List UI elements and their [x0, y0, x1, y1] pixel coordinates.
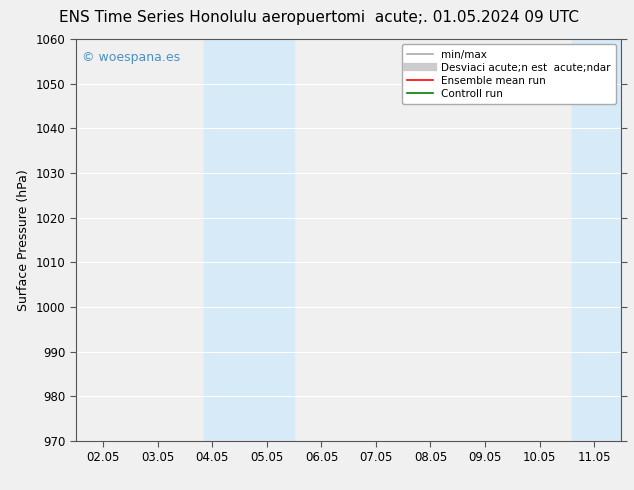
Y-axis label: Surface Pressure (hPa): Surface Pressure (hPa)	[17, 169, 30, 311]
Text: mi  acute;. 01.05.2024 09 UTC: mi acute;. 01.05.2024 09 UTC	[346, 10, 579, 25]
Legend: min/max, Desviaci acute;n est  acute;ndar, Ensemble mean run, Controll run: min/max, Desviaci acute;n est acute;ndar…	[402, 45, 616, 104]
Bar	[204, 39, 240, 441]
Text: ENS Time Series Honolulu aeropuerto: ENS Time Series Honolulu aeropuerto	[59, 10, 347, 25]
Text: © woespana.es: © woespana.es	[82, 51, 179, 64]
Bar	[573, 39, 621, 441]
Bar	[240, 39, 294, 441]
